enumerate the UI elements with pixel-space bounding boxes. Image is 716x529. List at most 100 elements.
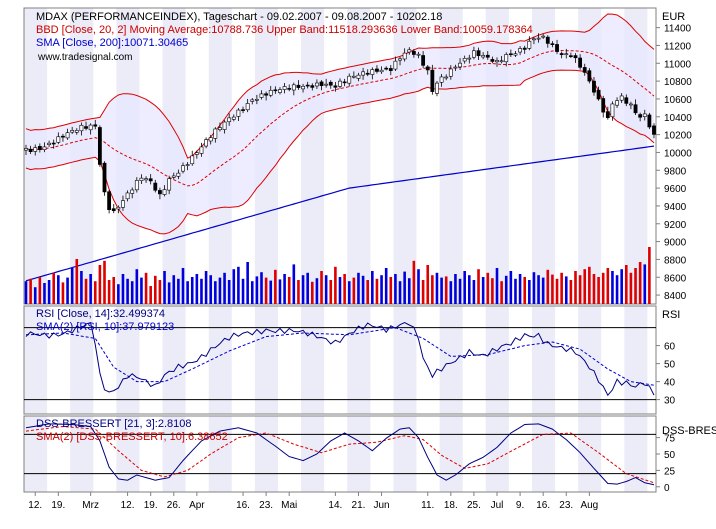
main-y-tick: 11400 [664, 24, 692, 35]
volume-bar [103, 260, 106, 304]
volume-bar [61, 282, 65, 304]
volume-bar [343, 274, 346, 304]
candle-body [51, 142, 56, 145]
volume-bar [149, 286, 152, 304]
volume-bar [454, 274, 457, 304]
candle-body [532, 38, 536, 41]
candle-body [624, 97, 629, 104]
main-y-tick: 9000 [664, 238, 687, 249]
x-tick-label: 25. [467, 500, 481, 511]
volume-bar [588, 266, 591, 304]
candle-body [88, 124, 93, 131]
volume-bar [648, 247, 651, 304]
volume-bar [195, 274, 199, 304]
rsi-legend: RSI [Close, 14]:32.499374 [36, 308, 165, 320]
volume-bar [435, 272, 439, 304]
candle-body [490, 59, 495, 62]
volume-bar [532, 272, 536, 304]
candle-body [375, 68, 379, 72]
volume-bar [491, 278, 494, 304]
week-band [347, 416, 371, 492]
week-band [347, 306, 371, 414]
candle-body [421, 55, 426, 66]
candle-body [430, 69, 435, 92]
candle-body [158, 190, 162, 195]
candle-body [462, 58, 467, 62]
x-tick-label: Mai [281, 500, 297, 511]
candle-body [42, 146, 47, 150]
rsi-y-tick: 50 [664, 360, 676, 371]
volume-bar [80, 271, 83, 304]
candle-body [204, 139, 208, 147]
bollinger-mid-line [25, 49, 655, 187]
main-y-tick: 9600 [664, 184, 687, 195]
main-y-tick: 10200 [664, 131, 692, 142]
candle-body [481, 55, 486, 58]
candle-body [652, 125, 656, 135]
volume-layer [24, 247, 651, 304]
volume-bar [338, 277, 342, 304]
candle-body [615, 100, 619, 106]
candle-body [605, 111, 610, 118]
volume-bar [458, 278, 462, 304]
candle-body [638, 114, 643, 118]
volume-bar [560, 272, 563, 304]
volume-bar [481, 277, 485, 304]
x-tick-label: 21. [352, 500, 366, 511]
candle-body [194, 152, 199, 155]
week-band [301, 306, 325, 414]
week-band [70, 416, 94, 492]
candle-body [610, 103, 615, 118]
volume-bar [523, 277, 527, 304]
volume-bar [140, 277, 143, 304]
volume-bar [357, 272, 360, 304]
week-band [393, 416, 417, 492]
volume-bar [569, 280, 573, 304]
volume-bar [366, 280, 370, 304]
candle-body [47, 142, 51, 145]
candle-body [208, 137, 213, 142]
candle-body [176, 172, 181, 177]
candle-body [65, 132, 70, 139]
volume-bar [283, 274, 286, 304]
candle-body [231, 116, 236, 120]
candle-body [411, 51, 416, 55]
volume-bar [426, 265, 430, 304]
dss-line [25, 423, 655, 486]
candle-body [324, 83, 329, 86]
main-y-tick: 9800 [664, 166, 687, 177]
candle-body [79, 124, 84, 132]
candle-body [245, 103, 250, 111]
volume-bar [301, 275, 305, 304]
volume-bar [463, 271, 466, 304]
volume-bar [260, 272, 263, 304]
candle-body [328, 81, 333, 86]
candle-body [111, 208, 116, 212]
main-y-tick: 11200 [664, 41, 692, 52]
x-tick-label: 26. [167, 500, 181, 511]
volume-bar [209, 275, 213, 304]
main-y-tick: 8600 [664, 273, 687, 284]
main-y-tick: 9400 [664, 202, 687, 213]
volume-bar [500, 281, 503, 304]
x-tick-label: Jun [373, 500, 389, 511]
volume-bar [324, 275, 328, 304]
candle-body [116, 206, 121, 210]
week-band [24, 416, 48, 492]
volume-bar [246, 262, 249, 304]
week-band [439, 416, 463, 492]
candle-body [273, 89, 278, 92]
candle-body [536, 37, 541, 40]
dss-y-tick: 50 [664, 450, 676, 461]
candle-body [190, 155, 195, 165]
chart-title: MDAX (PERFORMANCEINDEX), Tageschart - 09… [36, 11, 442, 23]
bollinger-upper-line [25, 13, 655, 159]
main-y-tick: 11000 [664, 59, 692, 70]
candle-body [84, 126, 88, 129]
volume-bar [334, 266, 337, 304]
bbd-legend: BBD [Close, 20, 2] Moving Average:10788.… [36, 24, 533, 36]
candle-body [485, 54, 490, 58]
volume-bar [320, 271, 323, 304]
candle-body [458, 62, 462, 68]
volume-bar [444, 276, 448, 304]
